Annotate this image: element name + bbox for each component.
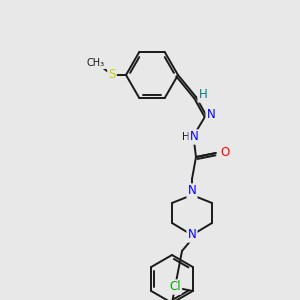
Text: O: O bbox=[220, 146, 230, 160]
Text: Cl: Cl bbox=[169, 280, 181, 293]
Text: H: H bbox=[199, 88, 207, 101]
Text: S: S bbox=[108, 68, 116, 82]
Text: N: N bbox=[188, 229, 196, 242]
Text: N: N bbox=[188, 184, 196, 197]
Text: H: H bbox=[182, 132, 190, 142]
Text: CH₃: CH₃ bbox=[87, 58, 105, 68]
Text: N: N bbox=[207, 109, 215, 122]
Text: N: N bbox=[190, 130, 198, 143]
